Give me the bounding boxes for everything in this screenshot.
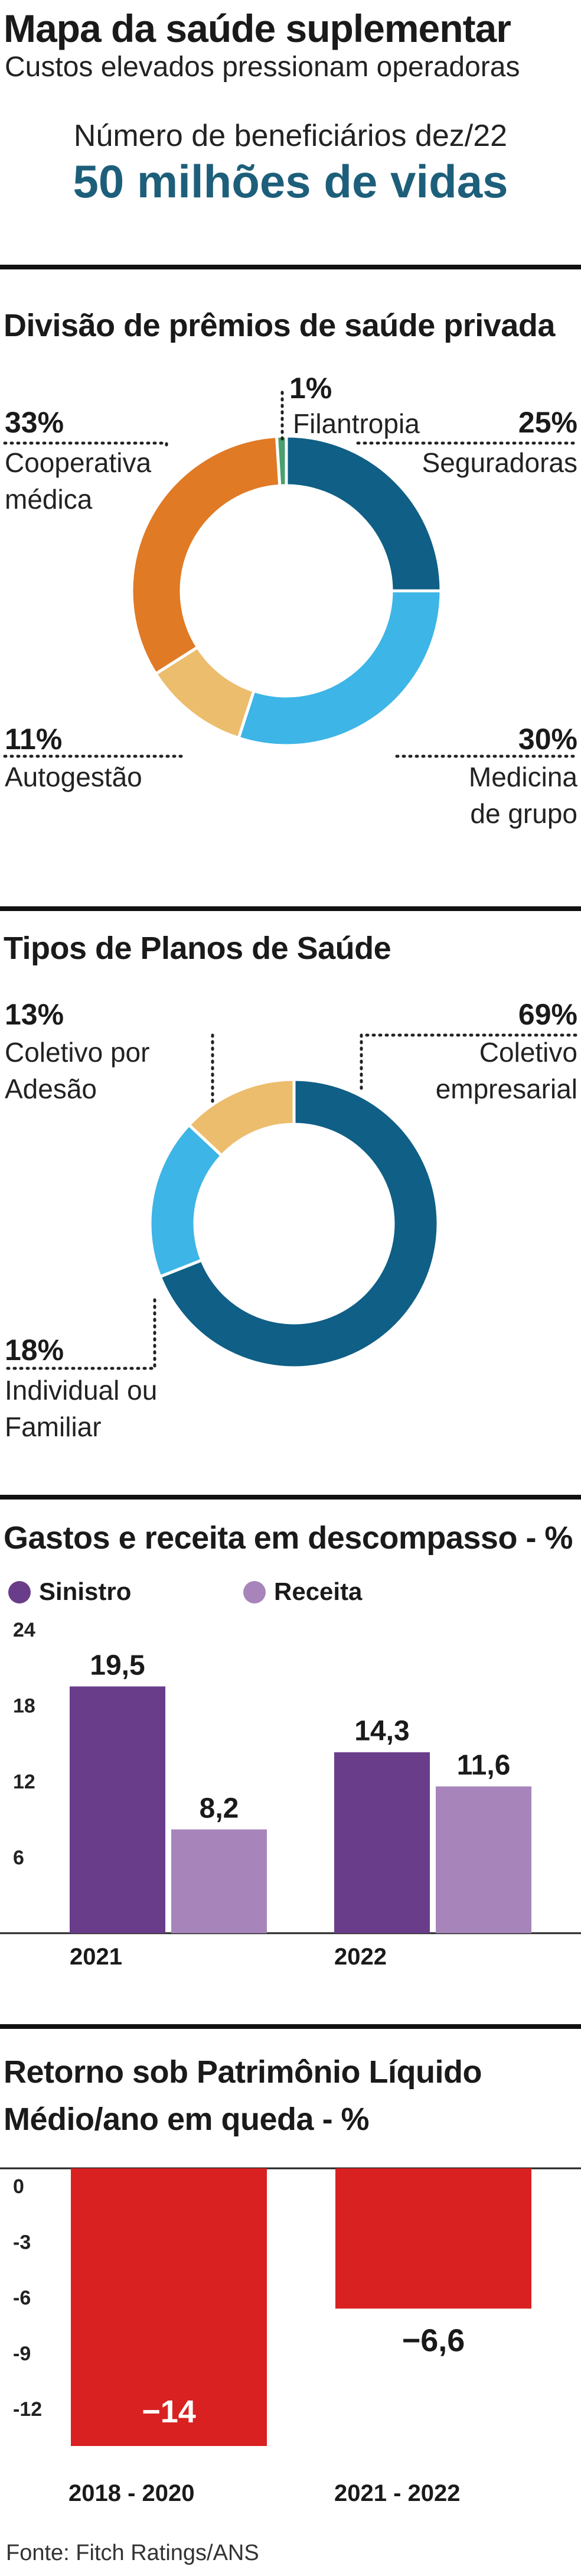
chart3-xcat-2022: 2022 <box>334 1944 387 1970</box>
chart1-label-autogestao: Autogestão <box>5 762 142 792</box>
chart3-value-label: 11,6 <box>457 1750 511 1781</box>
chart3-bars: 24 18 12 6 19,5 14,3 8,2 11,6 <box>0 1619 581 1934</box>
chart1-slice-3 <box>130 434 282 676</box>
chart3-bar-sinistro-2022 <box>334 1752 430 1933</box>
page-title: Mapa da saúde suplementar <box>4 6 511 50</box>
chart2-pct-empresarial: 69% <box>518 998 577 1031</box>
chart2-slice-0 <box>158 1078 440 1370</box>
chart4-ytick: -12 <box>13 2398 42 2421</box>
chart4-bar-1 <box>335 2168 531 2309</box>
chart4-ytick: 0 <box>13 2175 24 2198</box>
chart2-leader-empresarial <box>360 1033 578 1090</box>
section-divider <box>0 1495 581 1500</box>
chart1-pct-autogestao: 11% <box>5 723 63 756</box>
chart3-ytick: 18 <box>13 1695 35 1718</box>
chart1-leader-cooperativa <box>3 441 168 451</box>
chart3-bar-receita-2021 <box>171 1829 267 1933</box>
chart2-donut <box>3 1033 578 1370</box>
beneficiaries-value: 50 milhões de vidas <box>73 155 508 207</box>
beneficiaries-label: Número de beneficiários dez/22 <box>73 119 508 153</box>
chart1-pct-medicina: 30% <box>518 723 577 756</box>
chart4-ytick: -3 <box>13 2231 31 2253</box>
chart2-label-individual: Individual ou Familiar <box>5 1375 158 1442</box>
chart1-slice-4 <box>275 434 288 488</box>
legend-sinistro-swatch <box>8 1581 31 1604</box>
chart2-slice-2 <box>187 1078 296 1158</box>
chart1-slice-0 <box>285 434 443 593</box>
chart3-bar-sinistro-2021 <box>70 1686 165 1933</box>
chart1-pct-seguradoras: 25% <box>518 406 577 439</box>
legend-sinistro-label: Sinistro <box>39 1578 132 1605</box>
chart4-xcat-2018-2020: 2018 - 2020 <box>68 2480 195 2506</box>
chart1-title: Divisão de prêmios de saúde privada <box>4 308 555 343</box>
chart1-label-cooperativa: Cooperativa médica <box>5 447 152 515</box>
section-divider <box>0 906 581 911</box>
chart3-bar-receita-2022 <box>436 1786 531 1933</box>
section-divider <box>0 2024 581 2029</box>
chart3-ytick: 12 <box>13 1771 35 1793</box>
chart1-label-medicina: Medicina de grupo <box>468 762 577 829</box>
chart4-ytick: -6 <box>13 2287 31 2310</box>
chart2-title: Tipos de Planos de Saúde <box>4 931 391 966</box>
chart4-ytick: -9 <box>13 2343 31 2365</box>
chart1-label-filantropia: Filantropia <box>293 408 420 439</box>
chart1-donut <box>3 391 578 758</box>
legend-receita-label: Receita <box>274 1578 363 1605</box>
page-subtitle: Custos elevados pressionam operadoras <box>5 51 520 83</box>
chart3-value-label: 14,3 <box>354 1716 409 1747</box>
chart1-pct-cooperativa: 33% <box>5 406 64 439</box>
section-divider <box>0 265 581 269</box>
chart2-label-adesao: Coletivo por Adesão <box>5 1037 150 1104</box>
chart2-leader-individual <box>3 1298 156 1370</box>
chart4-title-line2: Médio/ano em queda - % <box>4 2102 370 2137</box>
chart3-value-label: 19,5 <box>90 1650 145 1681</box>
chart3-xcat-2021: 2021 <box>70 1944 122 1970</box>
chart2-label-empresarial: Coletivo empresarial <box>435 1037 577 1104</box>
chart3-ytick: 24 <box>13 1619 35 1641</box>
chart4-xcat-2021-2022: 2021 - 2022 <box>334 2480 461 2506</box>
chart1-label-seguradoras: Seguradoras <box>422 447 577 478</box>
chart2-pct-adesao: 13% <box>5 998 64 1031</box>
chart3-value-label: 8,2 <box>200 1793 239 1824</box>
source-note: Fonte: Fitch Ratings/ANS <box>6 2541 259 2565</box>
chart4-title-line1: Retorno sob Patrimônio Líquido <box>4 2054 482 2090</box>
chart3-ytick: 6 <box>13 1847 24 1869</box>
chart2-pct-individual: 18% <box>5 1333 64 1367</box>
chart1-pct-filantropia: 1% <box>289 372 332 405</box>
chart4-value-label: −14 <box>142 2394 196 2429</box>
chart1-slice-1 <box>236 589 443 747</box>
legend-receita-swatch <box>243 1581 266 1604</box>
chart3-title: Gastos e receita em descompasso - % <box>4 1520 573 1556</box>
chart4-bar-0 <box>71 2168 267 2446</box>
chart4-value-label: −6,6 <box>402 2323 465 2358</box>
